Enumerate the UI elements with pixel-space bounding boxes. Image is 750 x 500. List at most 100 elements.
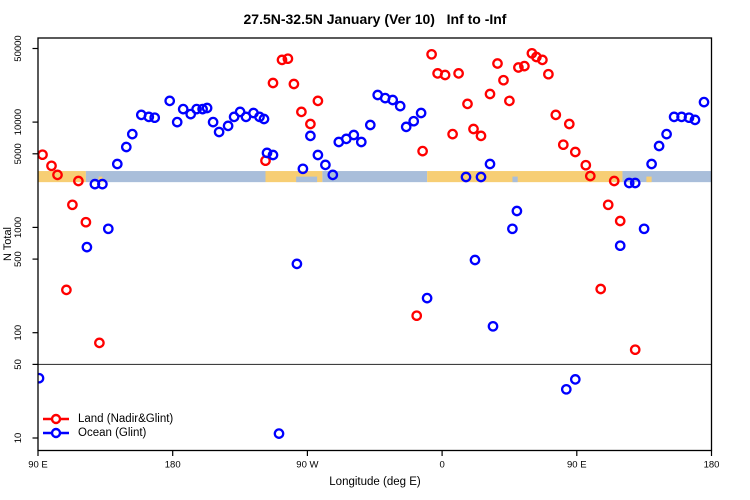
ocean-data-point — [646, 158, 657, 170]
ocean-data-point — [177, 103, 189, 115]
land-data-point — [468, 123, 479, 135]
x-tick-label: 90 E — [28, 460, 48, 471]
ocean-data-point — [653, 140, 665, 152]
ocean-data-point — [38, 372, 45, 384]
ocean-data-point — [629, 177, 641, 189]
x-axis-label: Longitude (deg E) — [329, 476, 421, 488]
ocean-data-point — [201, 102, 213, 114]
legend-item-ocean: Ocean (Glint) — [41, 426, 173, 440]
map-strip-ocean-segment — [622, 171, 712, 183]
ocean-data-point — [261, 147, 273, 159]
land-data-point — [417, 145, 428, 157]
ocean-series-group — [38, 89, 710, 439]
land-data-point — [537, 54, 548, 66]
land-data-point — [629, 344, 641, 356]
ocean-data-point — [661, 128, 672, 140]
legend-item-land: Land (Nadir&Glint) — [41, 412, 173, 426]
ocean-data-point — [475, 171, 487, 183]
chart-title: 27.5N-32.5N January (Ver 10) Inf to -Inf — [243, 11, 507, 27]
ocean-data-point — [487, 320, 499, 332]
land-data-point — [602, 199, 614, 211]
y-tick-label: 5000 — [13, 143, 24, 164]
land-data-point — [288, 78, 300, 90]
land-data-point — [94, 337, 105, 349]
x-tick-label: 90 E — [567, 460, 587, 471]
ocean-data-point — [305, 130, 316, 142]
land-series-symbol — [43, 413, 69, 425]
ocean-data-point — [569, 374, 581, 385]
land-data-point — [439, 69, 451, 81]
land-data-point — [296, 106, 307, 118]
x-tick-label: 90 W — [296, 460, 318, 471]
ocean-data-point — [207, 116, 219, 128]
land-data-point — [305, 118, 316, 130]
y-tick-label: 1000 — [13, 217, 24, 238]
ocean-data-point — [421, 292, 433, 304]
ocean-data-point — [327, 169, 339, 181]
ocean-series-symbol — [43, 427, 69, 439]
ocean-data-point — [460, 171, 472, 183]
ocean-data-point — [623, 177, 635, 189]
ocean-data-point — [267, 149, 279, 161]
ocean-data-point — [213, 126, 225, 138]
land-data-point — [312, 95, 324, 107]
land-data-point — [608, 175, 620, 187]
land-data-point — [282, 53, 294, 65]
ocean-data-point — [320, 159, 331, 171]
land-data-point — [498, 74, 509, 86]
land-data-point — [411, 310, 423, 322]
ocean-data-point — [297, 163, 309, 175]
map-strip-ocean-segment — [85, 171, 266, 183]
ocean-data-point — [560, 383, 572, 395]
land-data-point — [580, 159, 592, 171]
land-data-point — [475, 130, 487, 142]
ocean-data-point — [511, 205, 523, 217]
y-tick-label: 50000 — [13, 35, 24, 61]
land-data-point — [462, 98, 473, 110]
land-data-point — [67, 199, 78, 211]
y-tick-label: 100 — [13, 325, 24, 341]
land-data-point — [614, 215, 626, 227]
ocean-data-point — [111, 158, 123, 170]
ocean-data-point — [348, 129, 360, 141]
ocean-data-point — [469, 254, 481, 266]
ocean-data-point — [683, 112, 695, 124]
ocean-data-point — [698, 96, 710, 108]
land-data-point — [61, 284, 72, 296]
ocean-data-point — [408, 115, 420, 127]
ocean-data-point — [120, 141, 132, 153]
x-tick-label: 180 — [704, 460, 720, 471]
land-data-point — [80, 216, 92, 228]
ocean-data-point — [126, 128, 138, 140]
land-series-group — [38, 47, 641, 356]
land-data-point — [563, 118, 575, 130]
land-data-point — [276, 54, 288, 66]
ocean-data-point — [387, 94, 399, 106]
land-data-point — [557, 139, 569, 151]
legend-label-ocean: Ocean (Glint) — [78, 427, 147, 439]
ocean-data-point — [507, 223, 518, 235]
land-data-point — [38, 149, 48, 161]
land-data-point — [484, 88, 496, 100]
ocean-data-point — [197, 103, 208, 115]
land-data-point — [447, 128, 458, 140]
ocean-data-point — [164, 95, 176, 107]
ocean-data-point — [273, 428, 285, 439]
ocean-data-point — [171, 116, 183, 128]
land-data-point — [595, 283, 607, 295]
land-data-point — [492, 58, 503, 69]
plot-clip-group — [38, 47, 712, 439]
ocean-data-point — [97, 178, 108, 190]
map-strip-ocean-patch — [512, 176, 518, 183]
ocean-data-point — [484, 158, 496, 170]
land-data-point — [73, 175, 84, 187]
land-data-point — [46, 160, 57, 172]
y-axis-label: N Total — [2, 226, 14, 262]
land-data-point — [569, 146, 581, 158]
land-data-point — [519, 60, 530, 72]
ocean-data-point — [191, 103, 202, 115]
map-strip-land-patch — [646, 176, 652, 183]
plot-frame — [37, 37, 713, 452]
